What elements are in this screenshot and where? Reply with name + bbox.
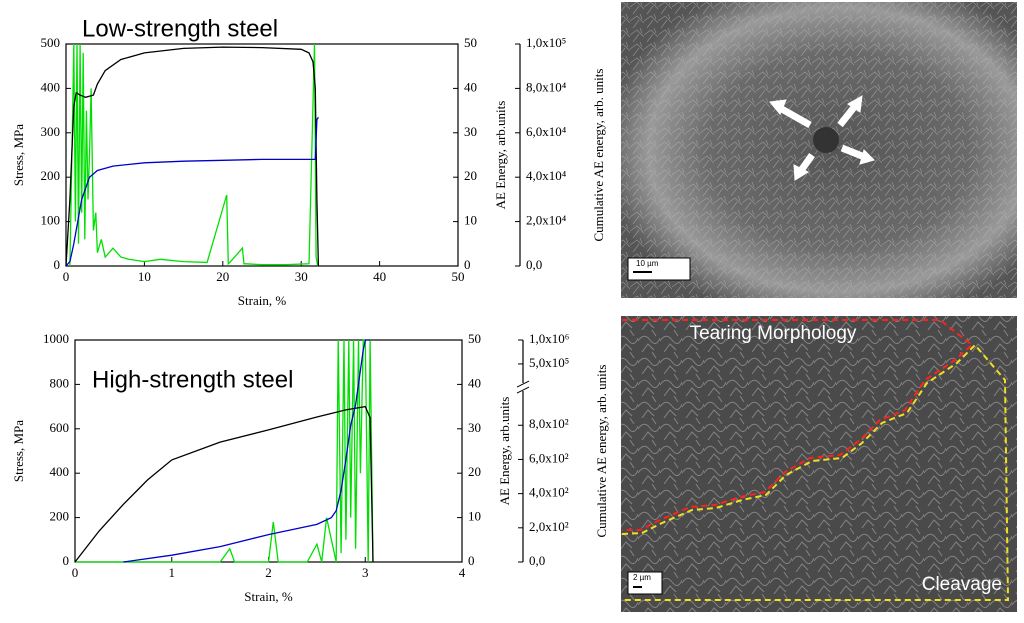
x-tick-label: 0 (63, 269, 70, 284)
y-tick-label: 200 (50, 509, 70, 524)
x-tick-label: 30 (295, 269, 308, 284)
series-line (69, 43, 319, 267)
axis-break (516, 380, 530, 388)
y3-axis-label: Cumulative AE energy, arb. units (591, 69, 606, 242)
y2-tick-label: 10 (464, 213, 477, 228)
scale-bar-label: 2 µm (633, 573, 651, 582)
y2-tick-label: 0 (464, 257, 471, 272)
y-tick-label: 100 (41, 213, 61, 228)
y2-tick-label: 30 (468, 420, 481, 435)
y2-tick-label: 50 (464, 35, 477, 50)
y3-tick-label: 2,0x10⁴ (526, 213, 567, 228)
sem-image-top: 10 µm (621, 2, 1017, 298)
y3-tick-label: 4,0x10⁴ (526, 168, 567, 183)
y2-tick-label: 30 (464, 124, 477, 139)
plot-frame (65, 43, 459, 267)
y-tick-label: 0 (63, 553, 70, 568)
chart-title: High-strength steel (92, 366, 293, 393)
sem-image-bottom: Tearing Morphology Cleavage 2 µm (621, 316, 1017, 612)
y3-tick-label: 8,0x10² (529, 416, 569, 431)
y2-tick-label: 50 (468, 331, 481, 346)
y3-tick-label: 6,0x10² (529, 450, 569, 465)
chart-title: Low-strength steel (82, 15, 278, 42)
series-line (74, 405, 374, 563)
y-tick-label: 500 (41, 35, 61, 50)
y2-tick-label: 0 (468, 553, 475, 568)
y2-tick-label: 40 (468, 375, 481, 390)
y-tick-label: 800 (50, 375, 70, 390)
y2-tick-label: 40 (464, 79, 477, 94)
y2-tick-label: 20 (468, 464, 481, 479)
y3-tick-label: 1,0x10⁵ (526, 35, 566, 50)
y3-tick-label: 8,0x10⁴ (526, 79, 567, 94)
scale-bar-label: 10 µm (636, 259, 659, 268)
x-tick-label: 10 (138, 269, 151, 284)
y2-axis-label: AE Energy, arb.units (497, 397, 512, 506)
x-axis-label: Strain, % (238, 293, 287, 308)
y2-axis-label: AE Energy, arb.units (493, 101, 508, 210)
y3-tick-label: 0,0 (529, 553, 545, 568)
x-tick-label: 0 (72, 565, 79, 580)
series-line (123, 339, 371, 563)
x-tick-label: 4 (459, 565, 466, 580)
y2-tick-label: 20 (464, 168, 477, 183)
y3-axis-label: Cumulative AE energy, arb. units (594, 365, 609, 538)
series-line (65, 116, 319, 267)
y3-tick-label: 2,0x10² (529, 519, 569, 534)
region-label: Tearing Morphology (690, 323, 857, 344)
y-tick-label: 400 (41, 79, 61, 94)
x-tick-label: 20 (216, 269, 229, 284)
region-label: Cleavage (922, 574, 1002, 595)
x-tick-label: 50 (452, 269, 465, 284)
x-tick-label: 1 (169, 565, 176, 580)
x-tick-label: 40 (373, 269, 386, 284)
x-tick-label: 2 (265, 565, 272, 580)
y-tick-label: 300 (41, 124, 61, 139)
y3-tick-label: 6,0x10⁴ (526, 124, 567, 139)
y-axis-label: Stress, MPa (11, 420, 26, 482)
series-line (65, 46, 320, 267)
y3-tick-label: 1,0x10⁶ (529, 331, 569, 346)
y-tick-label: 600 (50, 420, 70, 435)
y3-tick-label: 0,0 (526, 257, 542, 272)
axis-break (516, 386, 530, 394)
y3-tick-label: 4,0x10² (529, 485, 569, 500)
y2-tick-label: 10 (468, 509, 481, 524)
y-tick-label: 0 (54, 257, 61, 272)
y-tick-label: 1000 (43, 331, 69, 346)
y-tick-label: 200 (41, 168, 61, 183)
x-axis-label: Strain, % (244, 589, 293, 604)
y-tick-label: 400 (50, 464, 70, 479)
x-tick-label: 3 (362, 565, 369, 580)
y3-tick-label: 5,0x10⁵ (529, 355, 569, 370)
y-axis-label: Stress, MPa (11, 124, 26, 186)
series-line (75, 339, 374, 563)
